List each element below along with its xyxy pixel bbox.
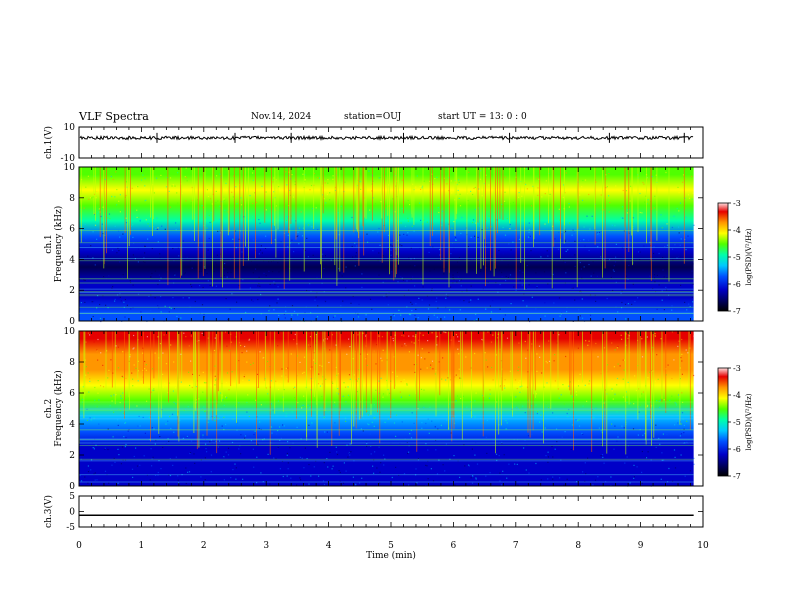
y-axis-label: ch.3(V) [43,495,54,528]
y-tick-label: 8 [69,358,75,368]
sferic-streaks [79,331,691,455]
figure-title: VLF Spectra [79,110,149,123]
colorbar-tick-label: -3 [733,199,741,208]
start-time-label: start UT = 13: 0 : 0 [438,112,527,122]
ch2-spectrogram-panel [78,330,704,487]
y-tick-label: 6 [69,389,75,399]
colorbar-tick-label: -7 [733,472,741,481]
spectrogram-background [79,167,694,321]
colorbar-tick-label: -5 [733,418,741,427]
y-tick-label: 10 [64,327,76,337]
ch3-waveform-panel [78,495,704,528]
y-axis-label: ch.1(V) [43,126,54,159]
y-axis-label: ch.2 [44,399,54,418]
y-axis-label: ch.1 [44,234,54,253]
x-tick-label: 1 [139,541,145,551]
y-tick-label: 0 [69,317,75,327]
station-label: station=OUJ [344,112,402,122]
interference-lines [79,401,694,483]
x-tick-label: 0 [76,541,82,551]
ch2-spectrogram-panel-colorbar [717,367,729,477]
x-tick-label: 8 [575,541,581,551]
y-tick-label: 5 [69,492,75,502]
date-label: Nov.14, 2024 [251,112,312,122]
interference-lines [79,229,694,315]
ch1-trace [79,134,694,141]
y-tick-label: 10 [64,123,76,133]
y-tick-label: -5 [66,523,75,533]
colorbar-label: log(PSD)(V²/Hz) [745,228,753,285]
colorbar-tick-label: -7 [733,307,741,316]
y-tick-label: 10 [64,163,76,173]
colorbar-tick-label: -6 [733,280,741,289]
ch1-spectrogram-panel [78,166,704,323]
y-axis-label: Frequency (kHz) [53,206,64,283]
x-tick-label: 2 [201,541,207,551]
colorbar-tick-label: -4 [733,226,741,235]
x-tick-label: 9 [638,541,644,551]
colorbar-tick-label: -5 [733,253,741,262]
x-tick-label: 3 [263,541,269,551]
x-tick-label: 5 [388,541,394,551]
x-tick-label: 10 [697,541,709,551]
y-tick-label: 8 [69,194,75,204]
y-tick-label: 0 [69,482,75,492]
x-tick-label: 7 [513,541,519,551]
colorbar-tick-label: -4 [733,391,741,400]
y-tick-label: 0 [69,508,75,518]
spectrogram-background [79,331,694,486]
colorbar-label: log(PSD)(V²/Hz) [745,393,753,450]
x-axis-label: Time (min) [366,550,416,561]
x-tick-label: 6 [451,541,457,551]
y-tick-label: 4 [69,255,75,265]
x-tick-label: 4 [326,541,332,551]
y-axis-label: Frequency (kHz) [53,370,64,447]
y-tick-label: 2 [69,286,75,296]
colorbar-tick-label: -3 [733,364,741,373]
y-tick-label: 6 [69,225,75,235]
ch1-waveform-panel [78,126,704,159]
ch1-spectrogram-panel-colorbar [717,202,729,312]
y-tick-label: -10 [61,154,76,164]
y-tick-label: 4 [69,420,75,430]
colorbar-tick-label: -6 [733,445,741,454]
y-tick-label: 2 [69,451,75,461]
